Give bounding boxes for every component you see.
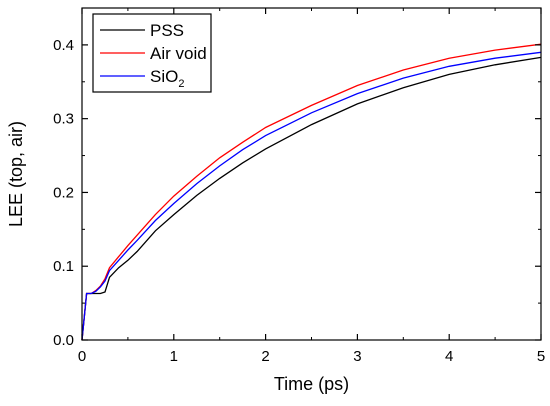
legend: PSS Air void SiO2 [92, 13, 212, 93]
x-tick-label: 1 [170, 348, 178, 365]
series-lines [81, 43, 542, 341]
y-axis-label: LEE (top, air) [6, 121, 26, 227]
x-axis-label: Time (ps) [274, 374, 349, 394]
y-tick-label: 0.4 [53, 37, 74, 54]
legend-label: PSS [150, 21, 184, 40]
legend-label: SiO2 [150, 67, 184, 90]
x-tick-label: 5 [537, 348, 545, 365]
x-tick-label: 3 [353, 348, 361, 365]
series-line-pss [81, 56, 542, 341]
axis-ticks: 0 1 2 3 4 5 0.0 0.1 0.2 0.3 0.4 [53, 8, 545, 365]
x-tick-label: 4 [445, 348, 453, 365]
y-tick-label: 0.2 [53, 184, 74, 201]
x-tick-label: 0 [78, 348, 86, 365]
legend-label: Air void [150, 44, 207, 63]
series-line-sio [81, 51, 542, 341]
y-tick-label: 0.1 [53, 258, 74, 275]
y-tick-label: 0.0 [53, 332, 74, 349]
y-tick-label: 0.3 [53, 111, 74, 128]
x-tick-label: 2 [261, 348, 269, 365]
